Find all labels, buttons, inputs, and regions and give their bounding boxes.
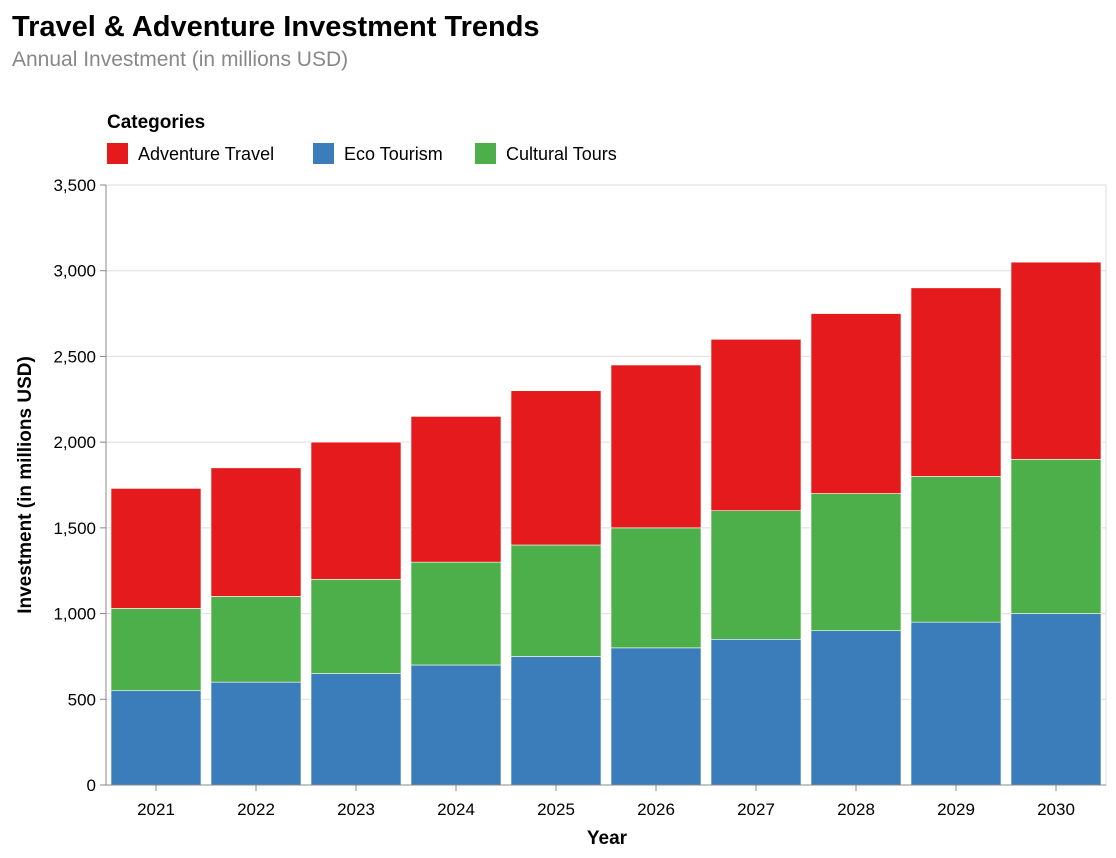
x-tick-label: 2021 xyxy=(137,800,175,819)
x-tick-label: 2026 xyxy=(637,800,675,819)
x-tick-label: 2030 xyxy=(1037,800,1075,819)
bar-eco-tourism-2024 xyxy=(410,664,502,786)
bar-eco-tourism-2026 xyxy=(610,647,702,786)
x-tick-label: 2022 xyxy=(237,800,275,819)
bar-adventure-travel-2027 xyxy=(710,338,802,512)
bar-adventure-travel-2025 xyxy=(510,390,602,546)
bar-eco-tourism-2029 xyxy=(910,621,1002,786)
y-tick-label: 500 xyxy=(68,690,96,709)
bar-adventure-travel-2023 xyxy=(310,441,402,580)
bar-eco-tourism-2025 xyxy=(510,656,602,786)
legend: Adventure Travel Eco Tourism Cultural Tour… xyxy=(107,143,617,164)
y-axis-title: Investment (in millions USD) xyxy=(15,356,36,614)
bar-cultural-tours-2027 xyxy=(710,510,802,640)
axes: 0 500 1,000 1,500 2,000 2,500 3,000 3,500 2021 20… xyxy=(53,176,1106,819)
bar-eco-tourism-2027 xyxy=(710,638,802,786)
bar-adventure-travel-2022 xyxy=(210,467,302,597)
bar-adventure-travel-2030 xyxy=(1010,261,1102,460)
bar-eco-tourism-2021 xyxy=(110,690,202,786)
bar-cultural-tours-2024 xyxy=(410,561,502,666)
y-tick-label: 3,500 xyxy=(53,176,96,195)
x-tick-label: 2029 xyxy=(937,800,975,819)
chart-title: Travel & Adventure Investment Trends xyxy=(12,11,540,43)
y-tick-label: 2,000 xyxy=(53,433,96,452)
bar-adventure-travel-2026 xyxy=(610,364,702,529)
bar-cultural-tours-2028 xyxy=(810,493,902,632)
bar-adventure-travel-2028 xyxy=(810,313,902,494)
y-tick-label: 2,500 xyxy=(53,347,96,366)
bar-adventure-travel-2029 xyxy=(910,287,1002,477)
y-tick-label: 3,000 xyxy=(53,262,96,281)
bar-cultural-tours-2023 xyxy=(310,578,402,674)
x-tick-label: 2024 xyxy=(437,800,475,819)
legend-title: Categories xyxy=(107,112,205,133)
legend-label-eco-tourism: Eco Tourism xyxy=(344,144,443,164)
bar-adventure-travel-2024 xyxy=(410,416,502,563)
x-tick-label: 2027 xyxy=(737,800,775,819)
bar-cultural-tours-2021 xyxy=(110,608,202,692)
y-tick-label: 1,000 xyxy=(53,605,96,624)
bar-eco-tourism-2022 xyxy=(210,681,302,786)
bar-cultural-tours-2026 xyxy=(610,527,702,649)
bar-cultural-tours-2030 xyxy=(1010,458,1102,614)
bar-cultural-tours-2022 xyxy=(210,596,302,683)
bar-adventure-travel-2021 xyxy=(110,488,202,609)
x-tick-label: 2028 xyxy=(837,800,875,819)
legend-swatch-eco-tourism xyxy=(313,143,334,164)
bar-eco-tourism-2030 xyxy=(1010,613,1102,786)
x-axis-title: Year xyxy=(587,828,628,849)
y-tick-label: 0 xyxy=(87,776,96,795)
x-tick-label: 2025 xyxy=(537,800,575,819)
bar-cultural-tours-2029 xyxy=(910,476,1002,623)
x-tick-label: 2023 xyxy=(337,800,375,819)
bar-cultural-tours-2025 xyxy=(510,544,602,657)
legend-label-adventure-travel: Adventure Travel xyxy=(138,144,274,164)
bar-eco-tourism-2028 xyxy=(810,630,902,786)
bars xyxy=(110,261,1102,786)
legend-label-cultural-tours: Cultural Tours xyxy=(506,144,617,164)
legend-swatch-adventure-travel xyxy=(107,143,128,164)
y-tick-label: 1,500 xyxy=(53,519,96,538)
chart-subtitle: Annual Investment (in millions USD) xyxy=(12,48,348,71)
legend-swatch-cultural-tours xyxy=(475,143,496,164)
bar-eco-tourism-2023 xyxy=(310,673,402,786)
